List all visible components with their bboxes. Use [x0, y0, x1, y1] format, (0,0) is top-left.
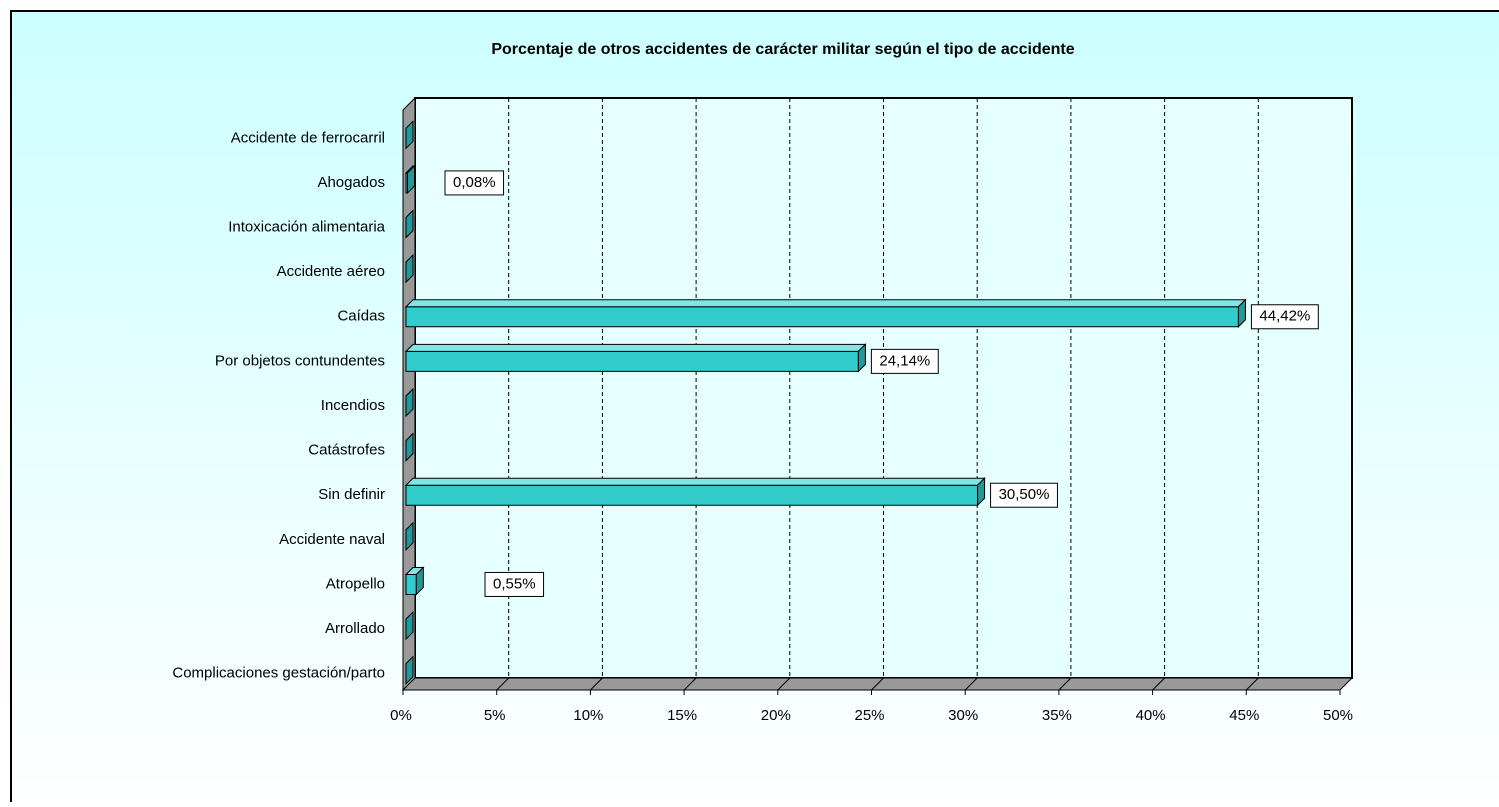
x-tick-label: 45%	[1229, 707, 1259, 724]
x-tick-label: 15%	[667, 707, 697, 724]
x-tick-label: 10%	[573, 707, 603, 724]
y-tick-label: Accidente de ferrocarril	[231, 129, 385, 146]
bar-front	[405, 484, 979, 506]
value-label-box	[444, 170, 505, 196]
bar	[405, 253, 414, 284]
floor-grid-line	[777, 677, 791, 691]
bar	[404, 343, 867, 373]
value-label: 24,14%	[879, 352, 930, 369]
x-tick-label: 0%	[390, 707, 412, 724]
bar	[404, 298, 1247, 328]
y-tick-label: Por objetos contundentes	[215, 352, 385, 369]
bar-top	[404, 299, 1247, 308]
bar	[404, 164, 416, 195]
bar	[405, 387, 414, 418]
floor-grid-line	[1058, 677, 1072, 691]
value-label-box	[1250, 304, 1319, 330]
bar-end	[405, 120, 414, 150]
y-tick-label: Sin definir	[318, 486, 385, 503]
x-tick-label: 25%	[854, 707, 884, 724]
y-tick-label: Caídas	[337, 308, 385, 325]
y-tick-label: Ahogados	[317, 174, 385, 191]
value-label: 0,55%	[493, 575, 536, 592]
bar-front	[405, 573, 417, 595]
floor-grid-line	[683, 677, 697, 691]
floor-grid-line	[1152, 677, 1165, 691]
bar-end	[415, 566, 424, 596]
x-tick-label: 40%	[1136, 707, 1166, 724]
bar-end	[405, 610, 414, 641]
y-tick-label: Catástrofes	[308, 442, 385, 459]
value-label-box	[990, 482, 1058, 508]
bar-top	[404, 477, 986, 486]
bar	[404, 477, 986, 507]
bar-end	[977, 477, 986, 507]
y-tick-label: Accidente naval	[279, 531, 385, 548]
bar	[405, 521, 414, 552]
x-tick-label: 20%	[761, 707, 791, 724]
bar	[405, 209, 414, 239]
floor-grid-line	[964, 677, 978, 691]
bar-end	[857, 343, 866, 373]
x-tick-label: 50%	[1323, 707, 1353, 724]
bar-front	[405, 306, 1239, 328]
bar-end	[405, 521, 414, 552]
bar-top	[404, 343, 867, 352]
bar	[404, 566, 425, 596]
floor-grid-line	[871, 677, 884, 691]
bar	[405, 655, 414, 685]
y-tick-label: Atropello	[326, 575, 385, 592]
y-tick-label: Incendios	[321, 397, 385, 414]
bar	[405, 120, 414, 150]
x-tick-label: 35%	[1042, 707, 1072, 724]
value-label-box	[870, 348, 939, 374]
bar	[405, 432, 414, 462]
chart-title: Porcentaje de otros accidentes de caráct…	[491, 41, 1074, 58]
bar-end	[405, 209, 414, 239]
floor-grid-line	[1245, 677, 1259, 691]
floor-grid-line	[496, 677, 510, 691]
value-label: 0,08%	[453, 174, 496, 191]
floor-grid-line	[590, 677, 603, 691]
bar-end	[1237, 298, 1246, 328]
bar-end	[405, 432, 414, 462]
y-tick-label: Complicaciones gestación/parto	[172, 665, 385, 682]
bar-end	[405, 655, 414, 685]
bar	[405, 610, 414, 641]
y-tick-label: Arrollado	[325, 620, 385, 637]
x-tick-label: 5%	[484, 707, 506, 724]
bar-end	[406, 164, 415, 195]
bar-front	[405, 350, 859, 372]
value-label: 30,50%	[999, 486, 1050, 503]
bar-end	[405, 387, 414, 418]
y-tick-label: Intoxicación alimentaria	[228, 219, 385, 236]
x-tick-label: 30%	[948, 707, 978, 724]
value-label: 44,42%	[1259, 308, 1310, 325]
y-tick-label: Accidente aéreo	[277, 263, 385, 280]
value-label-box	[484, 571, 545, 597]
bar-end	[405, 253, 414, 284]
